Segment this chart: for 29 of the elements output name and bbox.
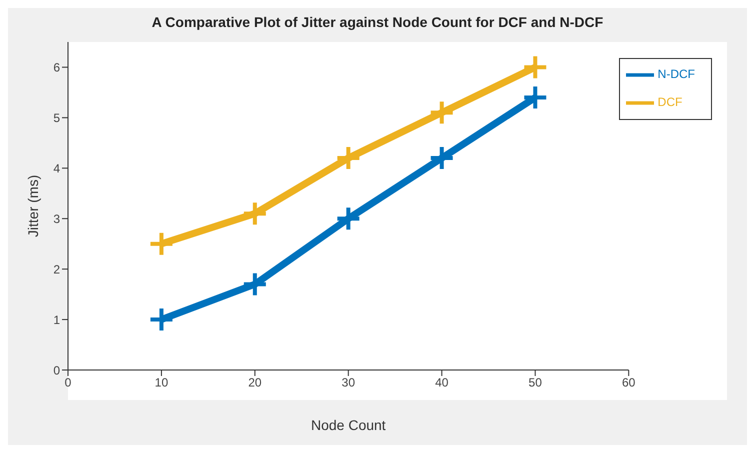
x-tick-label: 50 (528, 376, 542, 390)
x-axis-title: Node Count (310, 417, 386, 433)
y-tick-label: 0 (53, 363, 60, 378)
legend-label: DCF (658, 95, 682, 110)
point (244, 202, 266, 225)
y-tick-label: 1 (53, 312, 60, 327)
y-tick-label: 6 (53, 60, 60, 74)
x-tick-label: 30 (342, 376, 356, 390)
x-tick-label: 40 (435, 376, 449, 390)
point (524, 56, 546, 78)
y-tick-label: 4 (53, 161, 60, 176)
point (150, 308, 172, 331)
point (150, 232, 172, 255)
y-tick-label: 5 (53, 110, 60, 125)
point (244, 273, 266, 296)
x-tick-label: 0 (64, 376, 72, 390)
chart-title: A Comparative Plot of Jitter against Node Count for DCF and N-DCF (150, 14, 604, 30)
point (337, 208, 360, 230)
x-tick-label: 10 (154, 376, 168, 390)
y-tick-label: 3 (53, 212, 60, 226)
point (430, 147, 453, 170)
x-tick-label: 60 (622, 376, 636, 390)
point (337, 147, 360, 170)
y-tick-label: 2 (53, 262, 60, 276)
point (524, 86, 546, 109)
point (430, 102, 453, 124)
y-axis-title: Jitter (ms) (24, 174, 41, 238)
legend-label: N-DCF (658, 67, 695, 82)
x-tick-label: 20 (248, 376, 262, 390)
